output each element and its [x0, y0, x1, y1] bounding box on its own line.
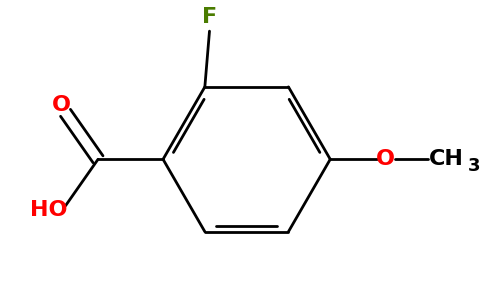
Text: F: F: [202, 7, 217, 27]
Text: O: O: [376, 149, 394, 169]
Text: CH: CH: [429, 149, 464, 169]
Text: 3: 3: [468, 157, 481, 175]
Text: HO: HO: [30, 200, 68, 220]
Text: O: O: [51, 95, 70, 116]
